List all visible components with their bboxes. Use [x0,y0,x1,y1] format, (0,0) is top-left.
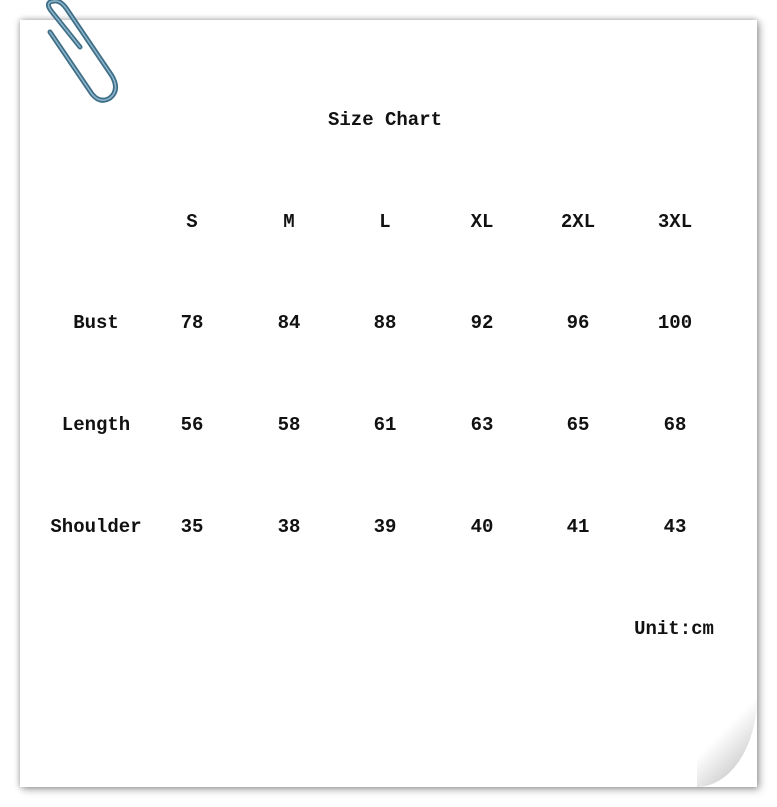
cell: 92 [470,312,494,334]
column-header: XL [470,211,494,233]
row-label: Shoulder [50,516,142,538]
cell: 41 [566,516,590,538]
column-header: M [283,211,295,233]
cell: 84 [277,312,301,334]
chart-title: Size Chart [327,109,443,131]
row-label: Bust [73,312,119,334]
cell: 58 [277,414,301,436]
cell: 65 [566,414,590,436]
column-header: 2XL [560,211,596,233]
cell: 61 [373,414,397,436]
cell: 35 [180,516,204,538]
cell: 40 [470,516,494,538]
column-header: L [379,211,391,233]
cell: 38 [277,516,301,538]
cell: 88 [373,312,397,334]
unit-label: Unit:cm [634,618,714,640]
paper-sheet [20,20,757,787]
cell: 68 [663,414,687,436]
row-label: Length [61,414,131,436]
cell: 96 [566,312,590,334]
cell: 78 [180,312,204,334]
cell: 43 [663,516,687,538]
cell: 63 [470,414,494,436]
cell: 39 [373,516,397,538]
column-header: S [186,211,198,233]
column-header: 3XL [657,211,693,233]
paperclip-icon [46,0,118,103]
cell: 100 [657,312,693,334]
cell: 56 [180,414,204,436]
